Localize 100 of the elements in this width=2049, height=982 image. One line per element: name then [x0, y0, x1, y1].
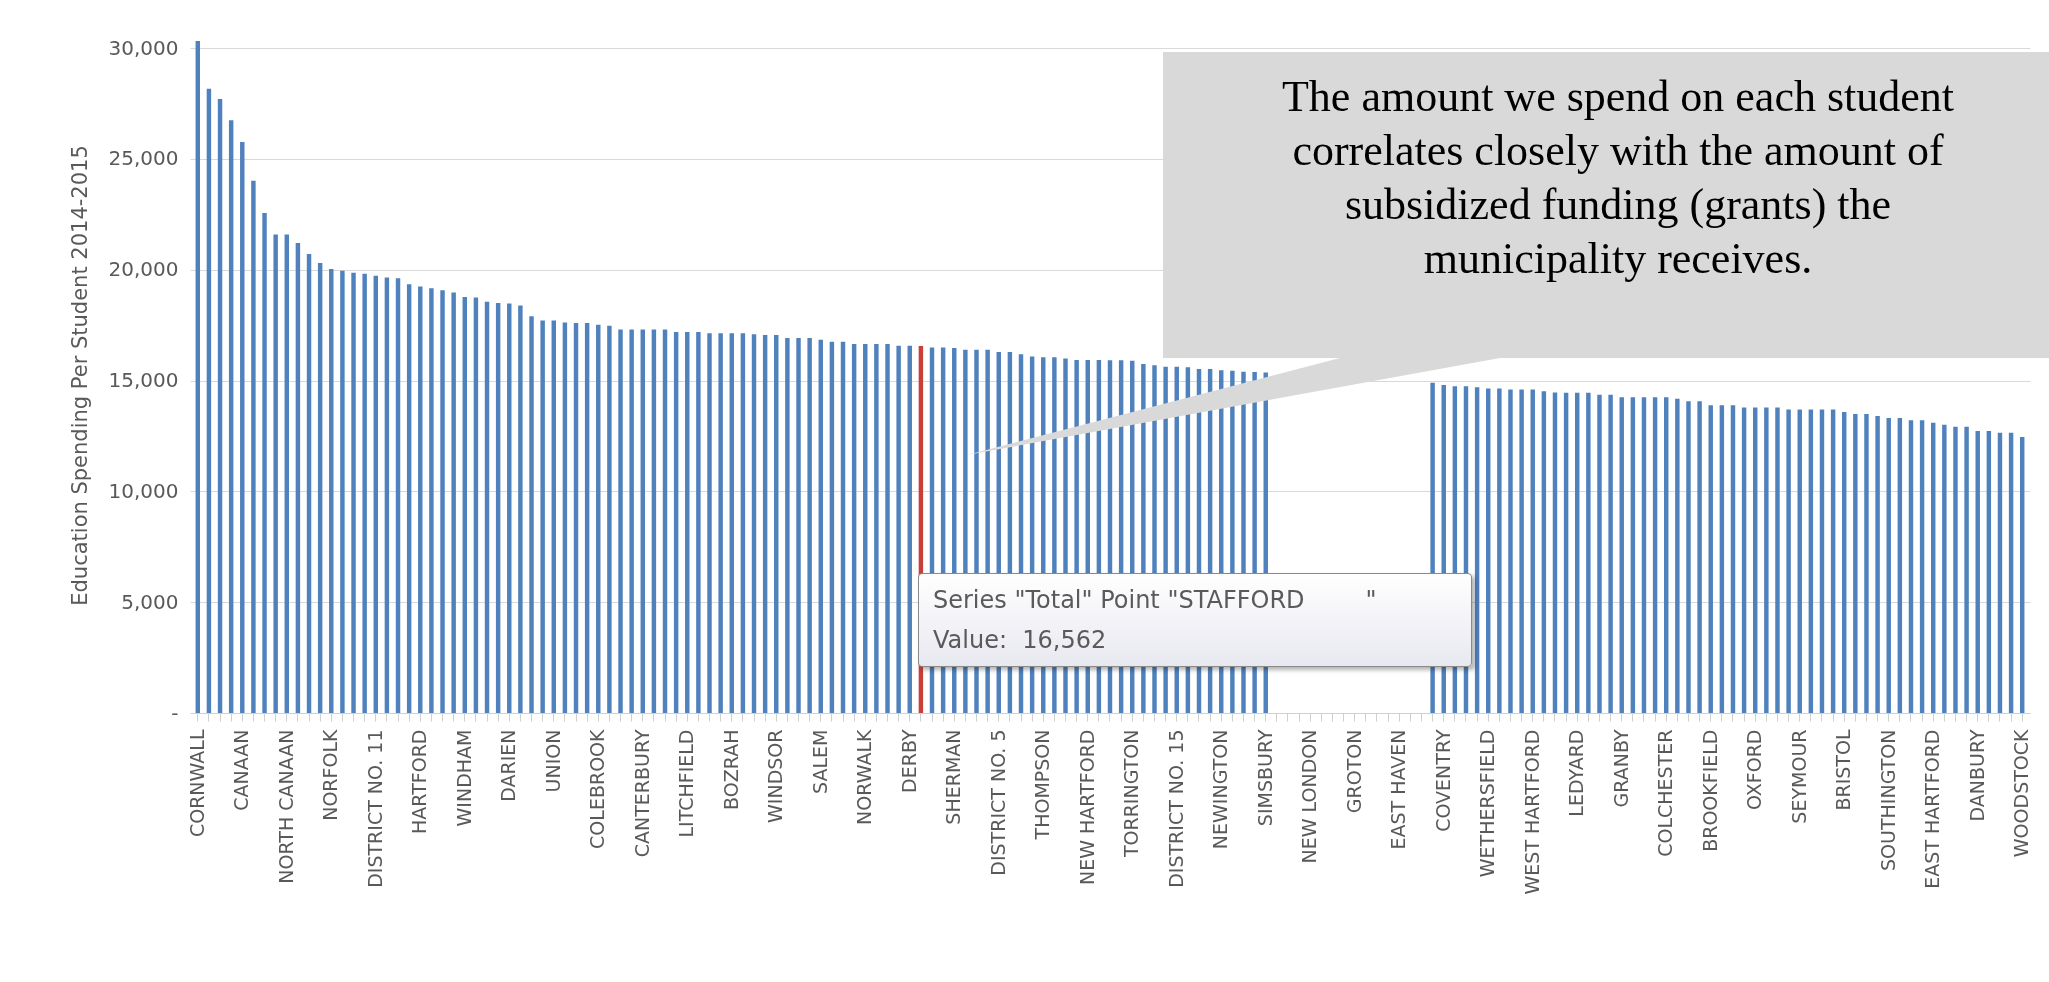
bar [373, 275, 378, 713]
bar [651, 329, 657, 713]
bar [640, 329, 645, 713]
bar [1930, 422, 1936, 713]
bar [1586, 392, 1591, 713]
x-tick-label: GROTON [1342, 729, 1365, 814]
x-tick-label: DISTRICT NO. 5 [986, 729, 1009, 876]
bar [1563, 392, 1569, 713]
x-tick-label: CANAAN [230, 729, 253, 811]
bar [1575, 392, 1580, 713]
bar [1875, 416, 1880, 713]
bar [240, 142, 245, 713]
bar [406, 284, 412, 713]
bar [1652, 397, 1658, 713]
bar [1619, 397, 1624, 713]
bar [907, 345, 912, 713]
x-tick-label: SHERMAN [942, 729, 965, 825]
bar [473, 297, 479, 713]
bar [1741, 407, 1747, 713]
x-tick-label: SEYMOUR [1787, 729, 1810, 824]
bar [306, 253, 312, 713]
bar [885, 343, 890, 713]
x-tick-label: WINDHAM [452, 729, 475, 827]
bar [2019, 437, 2025, 713]
bar [896, 345, 901, 713]
x-tick-label: EAST HARTFORD [1921, 729, 1944, 889]
bar [662, 329, 668, 713]
x-tick-label: BROOKFIELD [1698, 729, 1721, 852]
x-tick-label: NORWALK [853, 728, 876, 825]
x-tick-label: BOZRAH [719, 729, 742, 810]
x-tick-label: COVENTRY [1431, 729, 1454, 832]
x-tick-label: SALEM [808, 729, 831, 794]
x-tick-label: SIMSBURY [1253, 729, 1276, 827]
bar [2008, 432, 2014, 713]
bar [1519, 389, 1524, 713]
bar [796, 337, 801, 713]
bar [618, 329, 623, 713]
x-tick-label: LEDYARD [1565, 729, 1588, 817]
bar [874, 343, 879, 713]
bar [673, 332, 679, 713]
x-tick-label: NEWINGTON [1209, 729, 1232, 850]
bar [818, 339, 823, 713]
bar [573, 322, 579, 713]
x-tick-label: NORFOLK [319, 728, 342, 821]
x-tick-label: GRANBY [1609, 729, 1632, 808]
bar [195, 40, 201, 713]
bar [707, 333, 712, 713]
x-tick-label: NEW HARTFORD [1075, 729, 1098, 885]
bar [1786, 409, 1791, 713]
bar [284, 234, 290, 713]
bar [1775, 407, 1780, 713]
x-tick-label: EAST HAVEN [1387, 729, 1410, 850]
bar [1530, 389, 1535, 713]
bar [206, 88, 212, 713]
x-tick-label: CORNWALL [185, 729, 208, 838]
bar [273, 234, 278, 713]
bar [1730, 405, 1736, 713]
bar [384, 277, 390, 713]
bar [1797, 409, 1802, 713]
x-tick-label: WOODSTOCK [2010, 728, 2033, 858]
bar [217, 99, 223, 713]
x-tick-label: OXFORD [1743, 729, 1766, 810]
bar [495, 302, 501, 713]
bar [596, 324, 601, 713]
x-tick-label: DISTRICT NO. 15 [1164, 729, 1187, 888]
x-tick-label: DERBY [897, 729, 920, 793]
bar [1719, 405, 1725, 713]
x-tick-label: WETHERSFIELD [1476, 729, 1499, 878]
bar [729, 333, 734, 713]
bar [251, 180, 256, 713]
bar [685, 332, 690, 713]
x-tick-label: WEST HARTFORD [1520, 729, 1543, 895]
bar [1986, 431, 1992, 713]
bar [262, 212, 267, 713]
y-tick-label: 25,000 [108, 146, 179, 171]
bar [1953, 426, 1958, 713]
tooltip-box: Series "Total" Point "STAFFORD " Value: 16,562 [918, 573, 1472, 667]
bar [295, 243, 301, 713]
x-tick-label: TORRINGTON [1120, 729, 1143, 859]
bar [429, 288, 434, 713]
y-axis-title: Education Spending Per Student 2014-2015 [67, 145, 92, 606]
bar [1853, 414, 1858, 713]
bar [1708, 405, 1713, 713]
bar [1497, 388, 1502, 713]
x-tick-label: NORTH CANAAN [274, 729, 297, 884]
bar [1908, 420, 1914, 713]
bar [451, 292, 456, 713]
bar [1474, 387, 1480, 713]
bar [584, 322, 590, 713]
bar [329, 269, 334, 713]
bar [518, 305, 523, 713]
x-tick-label: DARIEN [497, 729, 520, 802]
bar [1675, 398, 1680, 713]
annotation: The amount we spend on each student correlates closely with the amount of subsidized funding (grants) the municipality receives. [1281, 71, 1955, 285]
x-tick-label: NEW LONDON [1298, 729, 1321, 864]
bar [840, 341, 846, 713]
bar [851, 343, 857, 713]
bar [1886, 418, 1891, 713]
bar [1808, 409, 1814, 713]
bar [551, 320, 556, 713]
